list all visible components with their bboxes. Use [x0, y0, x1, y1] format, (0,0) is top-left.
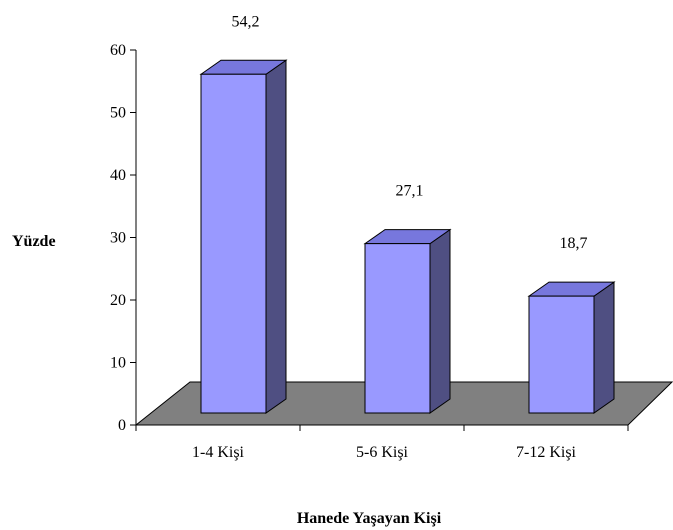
bar: [200, 73, 267, 414]
y-tick-label: 50: [110, 105, 126, 122]
y-tick-label: 0: [118, 417, 126, 434]
y-tick-label: 10: [110, 355, 126, 372]
y-axis-title: Yüzde: [12, 233, 56, 250]
bar: [528, 295, 595, 414]
bar-side: [429, 228, 451, 414]
x-tick-label: 1-4 Kişi: [192, 444, 245, 461]
x-tick-label: 5-6 Kişi: [356, 444, 409, 461]
y-tick-label: 20: [110, 292, 126, 309]
bar: [364, 243, 431, 414]
bar-side: [265, 59, 287, 414]
data-label: 27,1: [396, 183, 424, 200]
x-tick-label: 7-12 Kişi: [516, 444, 577, 461]
y-tick-label: 60: [110, 42, 126, 59]
y-tick-label: 40: [110, 167, 126, 184]
data-label: 18,7: [560, 235, 588, 252]
bar-side: [593, 281, 615, 414]
y-tick-label: 30: [110, 230, 126, 247]
x-axis-title: Hanede Yaşayan Kişi: [297, 510, 442, 527]
data-label: 54,2: [232, 13, 260, 30]
